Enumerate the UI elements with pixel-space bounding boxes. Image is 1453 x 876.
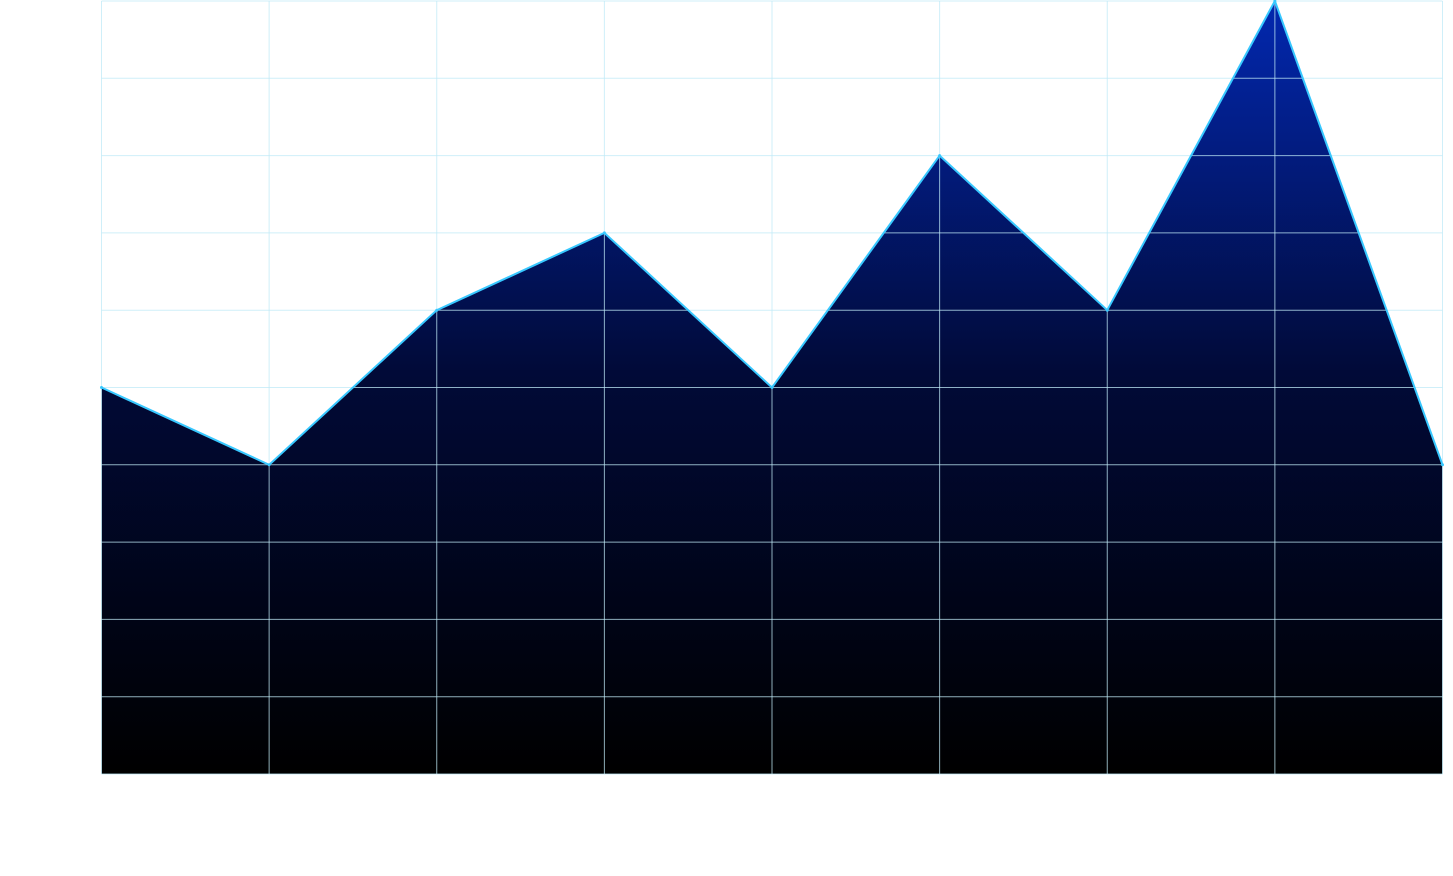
data-point	[267, 463, 271, 467]
data-point	[1105, 308, 1109, 312]
data-point	[1273, 0, 1277, 3]
data-point	[100, 386, 103, 389]
data-point	[770, 386, 774, 389]
data-point	[938, 154, 942, 158]
data-point	[1441, 463, 1444, 467]
data-point	[435, 308, 439, 312]
data-points-layer	[100, 0, 1444, 467]
data-point	[602, 231, 606, 235]
